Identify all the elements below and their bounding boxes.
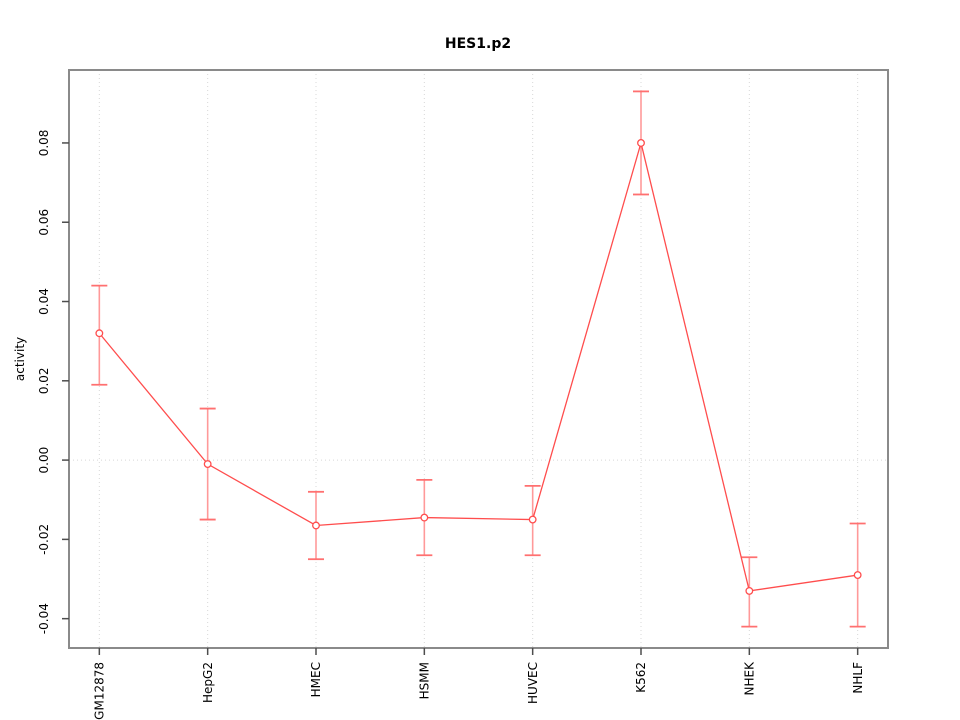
y-tick-label: 0.00 [37,447,51,474]
plot-border [68,69,889,649]
y-tick-label: 0.06 [37,209,51,236]
data-point-marker [528,515,537,524]
data-point-marker [420,513,429,522]
data-point-marker [853,571,862,580]
data-point-marker [203,460,212,469]
x-tick-label: GM12878 [93,662,107,720]
y-tick-label: 0.08 [37,130,51,157]
y-tick-label: 0.02 [37,367,51,394]
x-tick-label: HepG2 [201,662,215,703]
data-points [95,138,862,595]
plot-frame [68,69,889,649]
gridlines [69,70,888,648]
y-axis: -0.04 -0.02 0.00 0.02 0.04 0.06 0.08 [37,130,69,634]
x-tick-label: K562 [634,662,648,693]
y-tick-label: -0.04 [37,603,51,634]
x-tick-label: HMEC [309,662,323,697]
x-tick-label: NHLF [851,662,865,694]
y-tick-label: 0.04 [37,288,51,315]
y-axis-label: activity [13,337,27,381]
x-tick-label: HUVEC [526,662,540,704]
data-point-marker [637,138,645,147]
data-point-marker [745,586,754,595]
x-tick-label: NHEK [743,661,757,696]
data-point-marker [312,521,320,530]
x-axis: GM12878 HepG2 HMEC HSMM HUVEC K562 NHEK NHLF [93,648,865,720]
data-point-marker [95,329,104,338]
y-tick-label: -0.02 [37,524,51,555]
series-polyline [98,140,858,592]
x-tick-label: HSMM [418,662,432,699]
series-line [98,140,858,592]
chart-title: HES1.p2 [445,36,511,52]
